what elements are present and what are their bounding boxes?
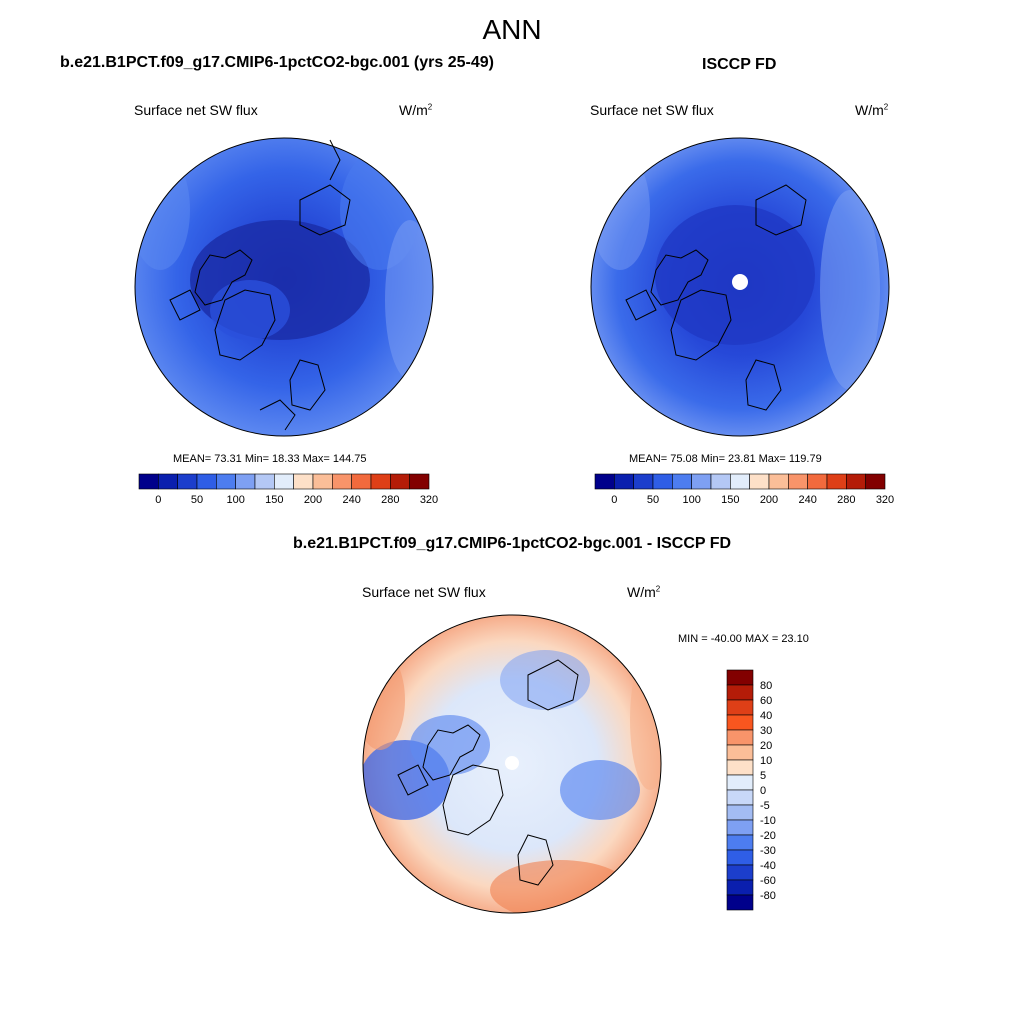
colorbar-tick-label: -40 xyxy=(760,860,776,872)
colorbar-tick-label: 200 xyxy=(760,494,778,506)
model-polar-map xyxy=(134,137,434,437)
colorbar-swatch xyxy=(370,473,391,490)
colorbar-swatch xyxy=(409,473,430,490)
colorbar-tick-label: -80 xyxy=(760,890,776,902)
colorbar-swatch xyxy=(633,473,654,490)
obs-stats: MEAN= 75.08 Min= 23.81 Max= 119.79 xyxy=(629,453,822,465)
colorbar-swatch xyxy=(846,473,866,490)
colorbar-swatch xyxy=(726,819,754,836)
colorbar-tick-label: 240 xyxy=(798,494,816,506)
colorbar-swatch xyxy=(726,699,754,716)
colorbar-swatch xyxy=(826,473,847,490)
colorbar-tick-label: 50 xyxy=(191,494,203,506)
colorbar-tick-label: -10 xyxy=(760,815,776,827)
colorbar-swatch xyxy=(594,473,615,490)
colorbar-tick-label: 5 xyxy=(760,770,766,782)
colorbar-tick-label: 10 xyxy=(760,755,772,767)
colorbar-tick-label: 80 xyxy=(760,680,772,692)
obs-units-label: W/m2 xyxy=(855,102,889,118)
colorbar-swatch xyxy=(614,473,634,490)
colorbar-tick-label: 320 xyxy=(876,494,894,506)
colorbar-swatch xyxy=(749,473,770,490)
colorbar-swatch xyxy=(196,473,217,490)
colorbar-swatch xyxy=(726,804,754,821)
colorbar-swatch xyxy=(138,473,159,490)
colorbar-swatch xyxy=(726,894,754,911)
colorbar-swatch xyxy=(788,473,808,490)
colorbar-tick-label: 320 xyxy=(420,494,438,506)
colorbar-tick-label: 20 xyxy=(760,740,772,752)
obs-polar-map xyxy=(590,137,890,437)
colorbar-tick-label: 40 xyxy=(760,710,772,722)
colorbar-tick-label: 0 xyxy=(760,785,766,797)
colorbar-tick-label: 280 xyxy=(381,494,399,506)
colorbar-swatch xyxy=(865,473,886,490)
colorbar-tick-label: 240 xyxy=(342,494,360,506)
figure-title: ANN xyxy=(482,14,542,45)
colorbar-swatch xyxy=(652,473,673,490)
colorbar-swatch xyxy=(726,864,754,881)
colorbar-swatch xyxy=(274,473,294,490)
colorbar-swatch xyxy=(726,729,754,746)
colorbar-tick-label: -60 xyxy=(760,875,776,887)
obs-variable-label: Surface net SW flux xyxy=(590,102,714,118)
colorbar-swatch xyxy=(216,473,236,490)
model-panel-title: b.e21.B1PCT.f09_g17.CMIP6-1pctCO2-bgc.00… xyxy=(60,54,494,71)
colorbar-swatch xyxy=(726,789,754,806)
diff-variable-label: Surface net SW flux xyxy=(362,584,486,600)
colorbar-tick-label: 280 xyxy=(837,494,855,506)
colorbar-tick-label: 0 xyxy=(611,494,617,506)
colorbar-swatch xyxy=(768,473,789,490)
model-stats: MEAN= 73.31 Min= 18.33 Max= 144.75 xyxy=(173,453,367,465)
colorbar-swatch xyxy=(807,473,828,490)
colorbar-swatch xyxy=(726,759,754,776)
colorbar-swatch xyxy=(691,473,712,490)
colorbar-tick-label: -30 xyxy=(760,845,776,857)
colorbar-swatch xyxy=(726,774,754,791)
colorbar-swatch xyxy=(726,849,754,866)
diff-stats: MIN = -40.00 MAX = 23.10 xyxy=(678,633,809,645)
model-variable-label: Surface net SW flux xyxy=(134,102,258,118)
diff-polar-map xyxy=(362,614,662,914)
colorbar-swatch xyxy=(351,473,372,490)
colorbar-swatch xyxy=(672,473,692,490)
colorbar-swatch xyxy=(254,473,275,490)
model-colorbar: 0 50 100 150 200 240 280 320 xyxy=(138,473,438,506)
colorbar-tick-label: 50 xyxy=(647,494,659,506)
diff-panel-title: b.e21.B1PCT.f09_g17.CMIP6-1pctCO2-bgc.00… xyxy=(292,535,732,552)
colorbar-swatch xyxy=(726,684,754,701)
colorbar-tick-label: 150 xyxy=(721,494,739,506)
colorbar-tick-label: 100 xyxy=(682,494,700,506)
colorbar-swatch xyxy=(235,473,256,490)
obs-colorbar: 0 50 100 150 200 240 280 320 xyxy=(594,473,894,506)
colorbar-swatch xyxy=(312,473,333,490)
colorbar-swatch xyxy=(726,714,754,731)
colorbar-swatch xyxy=(177,473,198,490)
colorbar-swatch xyxy=(726,879,754,896)
colorbar-tick-label: 0 xyxy=(155,494,161,506)
colorbar-tick-label: 200 xyxy=(304,494,322,506)
model-units-label: W/m2 xyxy=(399,102,433,118)
colorbar-swatch xyxy=(730,473,750,490)
colorbar-tick-label: 150 xyxy=(265,494,283,506)
colorbar-swatch xyxy=(726,744,754,761)
colorbar-tick-label: 60 xyxy=(760,695,772,707)
colorbar-swatch xyxy=(726,834,754,851)
diff-colorbar: 80 60 40 30 20 10 5 0 -5 -10 -20 -30 -40 -60 -80 xyxy=(726,669,776,911)
colorbar-tick-label: -5 xyxy=(760,800,770,812)
colorbar-swatch xyxy=(293,473,314,490)
obs-panel-title: ISCCP FD xyxy=(702,56,777,73)
colorbar-swatch xyxy=(158,473,178,490)
colorbar-swatch xyxy=(390,473,410,490)
diff-units-label: W/m2 xyxy=(627,584,661,600)
colorbar-tick-label: -20 xyxy=(760,830,776,842)
colorbar-tick-label: 30 xyxy=(760,725,772,737)
colorbar-swatch xyxy=(726,669,754,686)
colorbar-tick-label: 100 xyxy=(226,494,244,506)
colorbar-swatch xyxy=(332,473,352,490)
colorbar-swatch xyxy=(710,473,731,490)
